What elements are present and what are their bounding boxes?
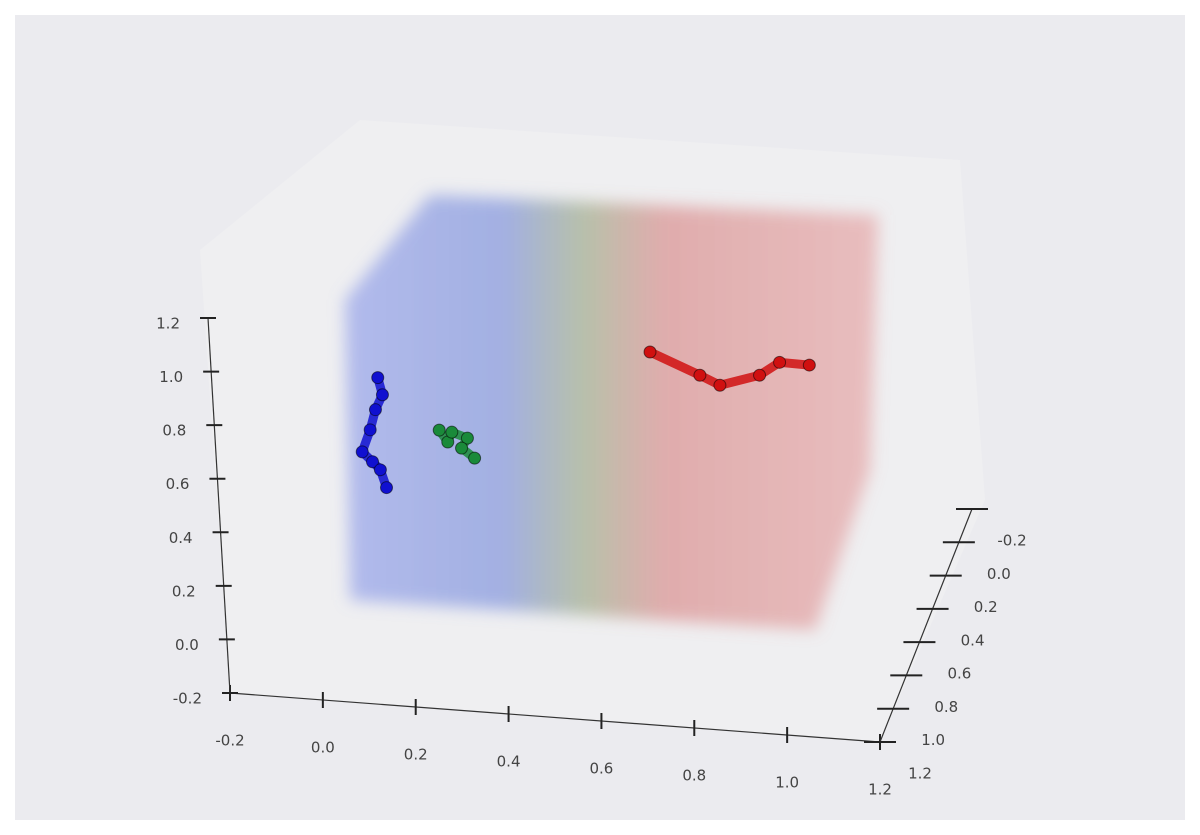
tick-label: 0.8 bbox=[934, 698, 958, 716]
tick-label: 0.6 bbox=[166, 475, 190, 493]
axes: -0.2 0.0 0.2 0.4 0.6 0.8 1.0 1.2 -0.2 0.0 0.2 0.4 0.… bbox=[156, 315, 1027, 799]
point bbox=[773, 355, 787, 369]
point bbox=[693, 368, 707, 382]
tick-label: 0.6 bbox=[589, 760, 613, 778]
axis-line bbox=[207, 317, 231, 694]
tick-label: 0.0 bbox=[987, 565, 1011, 583]
point bbox=[371, 371, 385, 385]
point bbox=[363, 423, 377, 437]
point bbox=[380, 481, 394, 495]
tick-label: 1.2 bbox=[868, 781, 892, 799]
tick-label: 0.2 bbox=[404, 746, 428, 764]
point bbox=[643, 345, 657, 359]
tick-label: 1.0 bbox=[921, 731, 945, 749]
tick-label: 1.0 bbox=[159, 368, 183, 386]
point bbox=[373, 463, 387, 477]
tick-label: 0.6 bbox=[947, 665, 971, 683]
point bbox=[455, 441, 469, 455]
axis-line bbox=[879, 508, 973, 743]
point bbox=[366, 455, 380, 469]
tick-label: -0.2 bbox=[215, 732, 244, 750]
point bbox=[432, 423, 446, 437]
tick-label: 0.4 bbox=[497, 753, 521, 771]
tick-label: 0.8 bbox=[682, 767, 706, 785]
color-volume bbox=[345, 195, 878, 630]
point bbox=[468, 451, 482, 465]
tick-label: 0.4 bbox=[169, 529, 193, 547]
point bbox=[460, 431, 474, 445]
point bbox=[368, 403, 382, 417]
tick-label: 0.4 bbox=[961, 631, 985, 649]
point bbox=[355, 445, 369, 459]
tick-label: 0.2 bbox=[974, 598, 998, 616]
point bbox=[802, 358, 816, 372]
tick-label: 0.0 bbox=[175, 636, 199, 654]
axis-line bbox=[229, 692, 881, 743]
point bbox=[753, 368, 767, 382]
point bbox=[713, 378, 727, 392]
tick-label: 1.2 bbox=[908, 765, 932, 783]
marks bbox=[355, 345, 816, 495]
tick-label: 0.2 bbox=[172, 582, 196, 600]
tick-label: -0.2 bbox=[173, 690, 202, 708]
tick-label: 0.0 bbox=[311, 739, 335, 757]
point bbox=[445, 425, 459, 439]
tick-label: 1.0 bbox=[775, 774, 799, 792]
tick-label: -0.2 bbox=[997, 532, 1026, 550]
point bbox=[375, 388, 389, 402]
tick-label: 0.8 bbox=[162, 422, 186, 440]
tick-label: 1.2 bbox=[156, 315, 180, 333]
